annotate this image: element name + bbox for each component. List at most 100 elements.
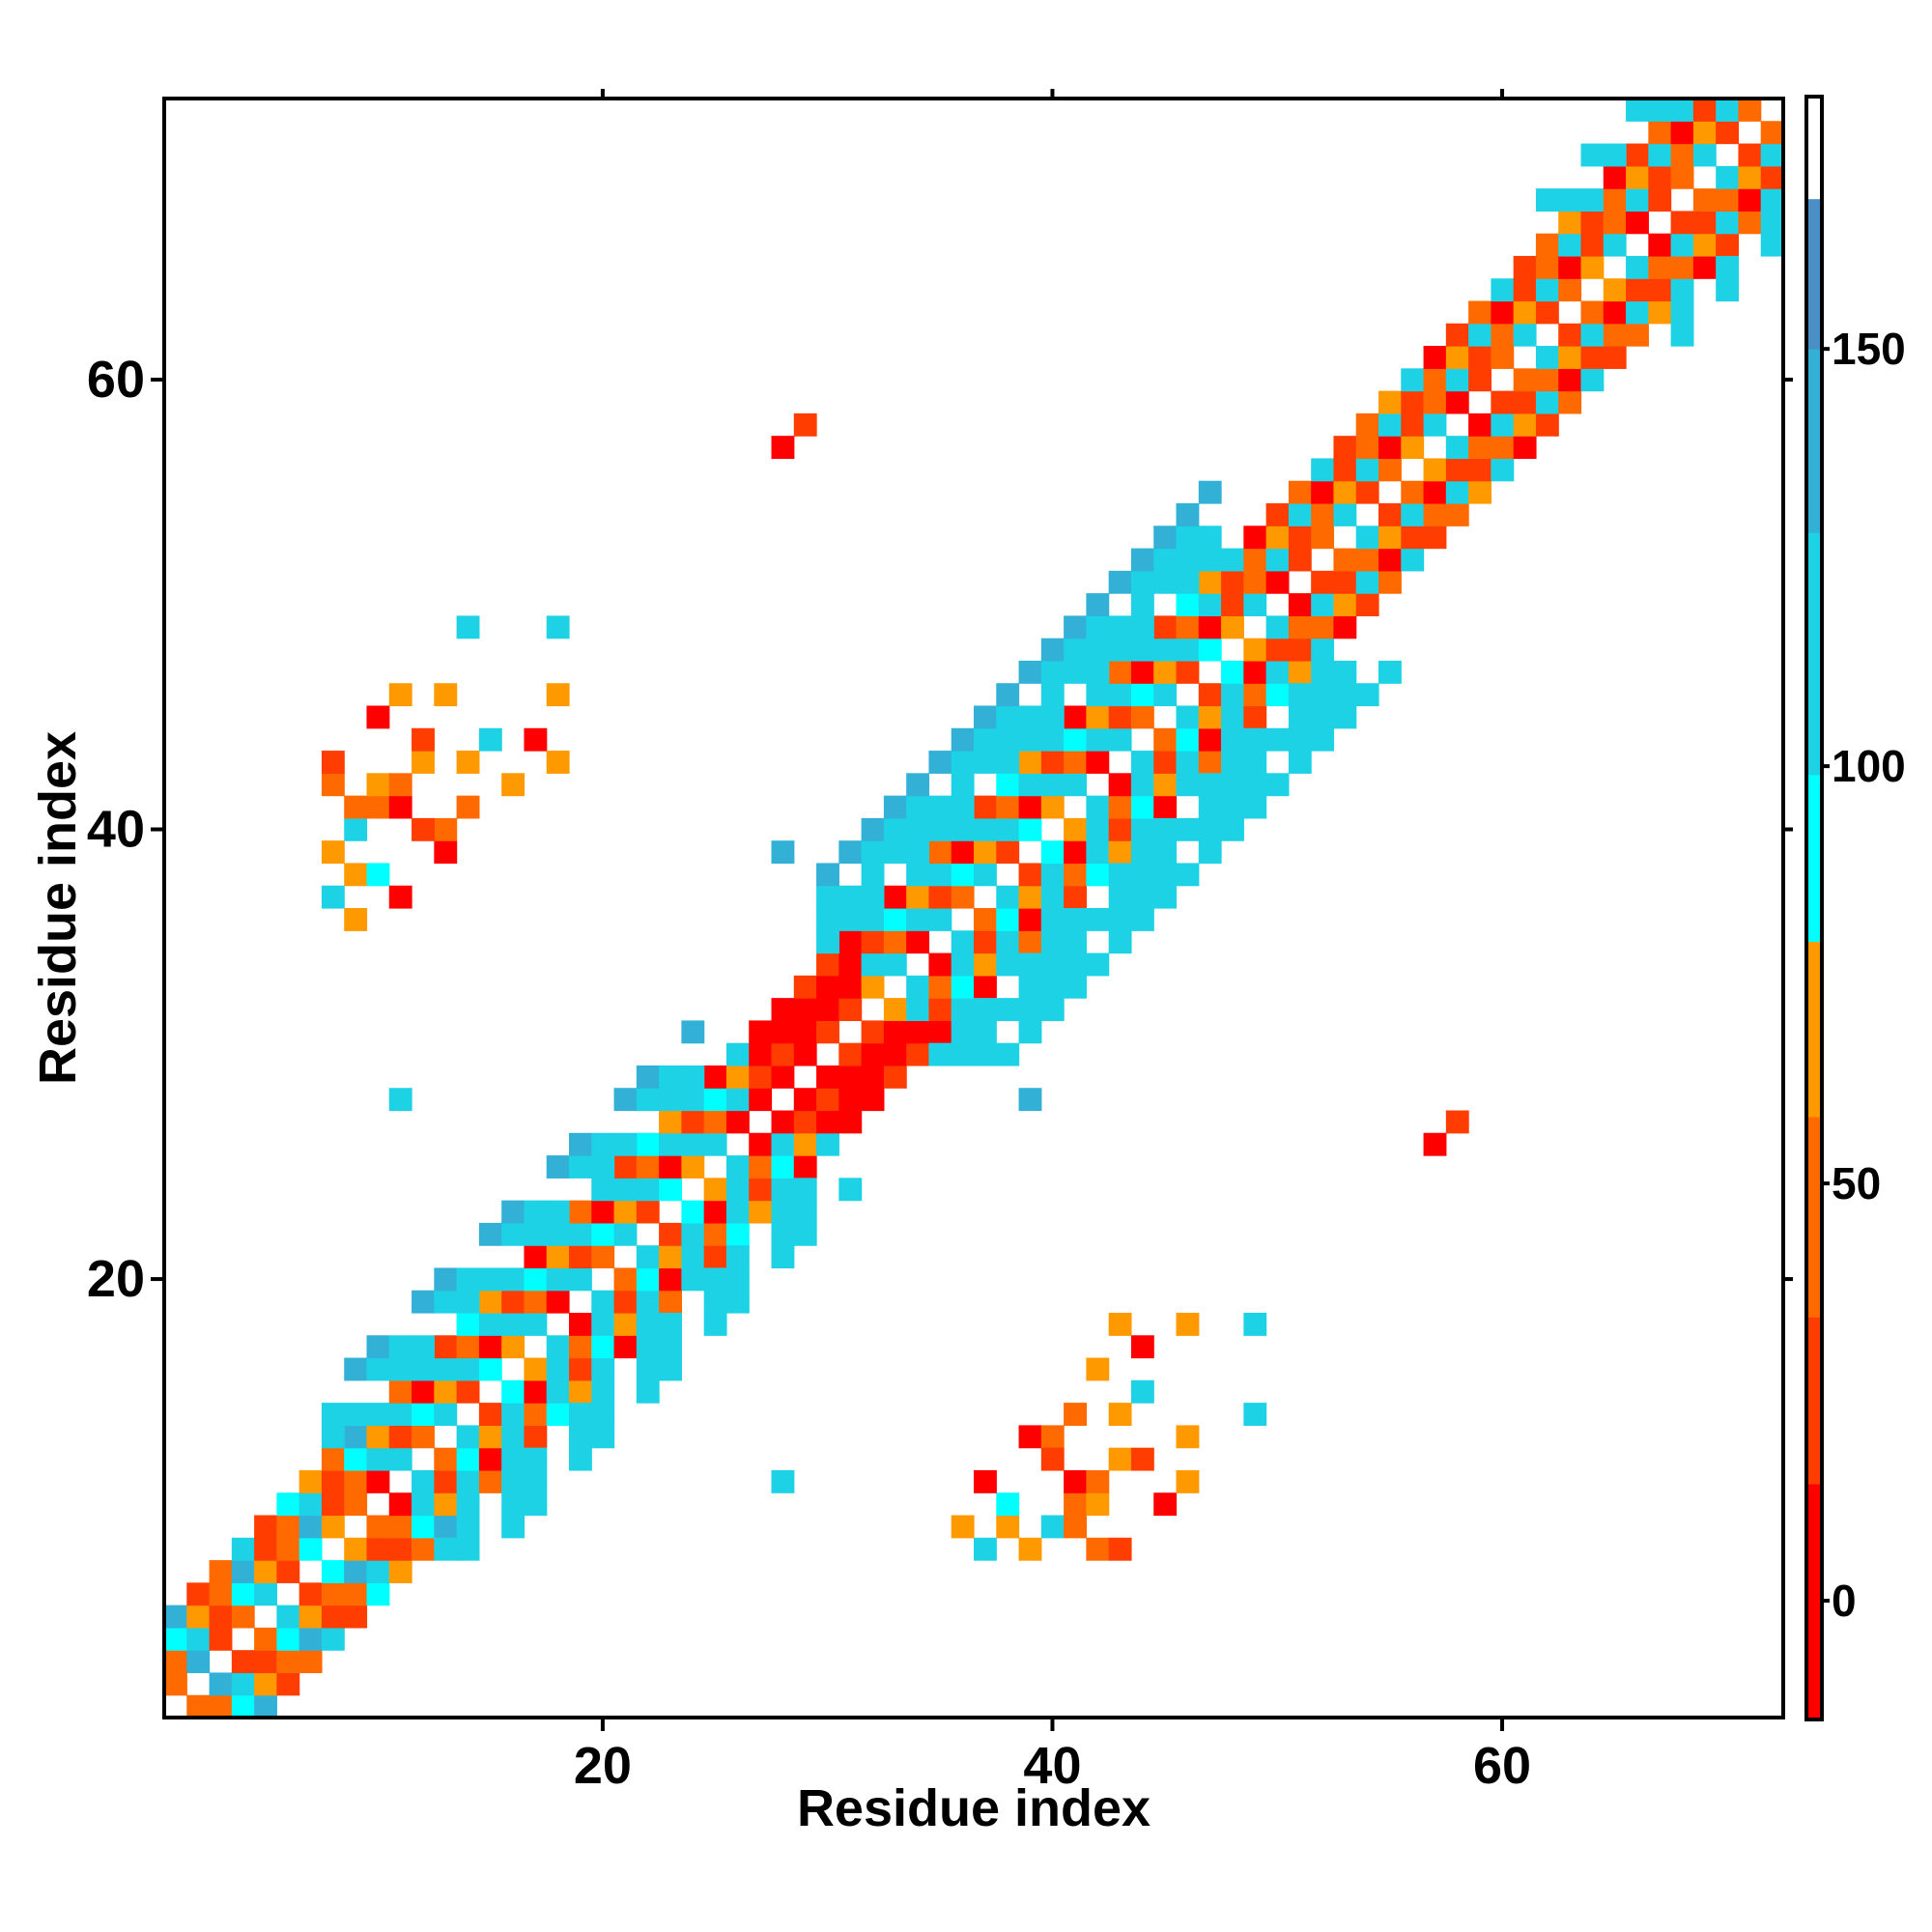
heatmap-cell [1423, 458, 1447, 482]
heatmap-cell [1153, 1492, 1178, 1517]
heatmap-cell [974, 751, 997, 774]
heatmap-cell [681, 1245, 705, 1269]
heatmap-cell [951, 975, 975, 999]
heatmap-cell [366, 1357, 390, 1381]
heatmap-cell [1513, 255, 1537, 279]
heatmap-cell [1311, 615, 1335, 639]
heatmap-cell [1692, 99, 1717, 122]
heatmap-cell [1445, 480, 1469, 504]
heatmap-cell [816, 885, 839, 909]
heatmap-cell [725, 1155, 750, 1179]
heatmap-cell [951, 751, 975, 774]
heatmap-cell [1064, 660, 1087, 684]
heatmap-cell [1558, 278, 1582, 302]
heatmap-cell [1086, 727, 1110, 752]
heatmap-cell [1018, 930, 1042, 954]
plot-frame [162, 97, 1785, 1719]
heatmap-cell [569, 1403, 592, 1426]
heatmap-cell [861, 885, 885, 909]
heatmap-cell [1716, 188, 1740, 212]
heatmap-cell [883, 998, 907, 1021]
heatmap-cell [412, 817, 435, 841]
heatmap-cell [793, 1155, 817, 1179]
heatmap-cell [546, 615, 570, 639]
heatmap-cell [478, 1222, 502, 1246]
heatmap-cell [861, 1065, 885, 1089]
heatmap-cell [1198, 548, 1222, 572]
heatmap-cell [456, 1335, 480, 1359]
heatmap-cell [1311, 660, 1335, 684]
heatmap-cell [771, 1469, 795, 1493]
heatmap-cell [1108, 908, 1132, 931]
heatmap-cell [569, 1132, 592, 1156]
heatmap-cell [412, 1425, 435, 1449]
heatmap-cell [456, 795, 480, 819]
heatmap-cell [366, 795, 390, 819]
heatmap-cell [1130, 705, 1154, 729]
heatmap-cell [1626, 278, 1649, 302]
heatmap-cell [1491, 390, 1515, 414]
heatmap-cell [1064, 751, 1087, 774]
heatmap-cell [1064, 615, 1087, 639]
colorbar-segment [1808, 1484, 1820, 1719]
heatmap-cell [569, 1379, 592, 1404]
heatmap-cell [501, 1425, 526, 1449]
heatmap-cell [1513, 368, 1537, 392]
heatmap-cell [591, 1155, 615, 1179]
heatmap-cell [1535, 188, 1559, 212]
heatmap-cell [366, 1560, 390, 1583]
heatmap-cell [501, 1492, 526, 1517]
heatmap-cell [636, 1357, 660, 1381]
heatmap-cell [838, 840, 863, 865]
heatmap-cell [412, 1537, 435, 1561]
heatmap-cell [1311, 705, 1335, 729]
heatmap-cell [861, 975, 885, 999]
heatmap-cell [1603, 211, 1627, 235]
heatmap-cell [1018, 1088, 1042, 1112]
heatmap-cell [1064, 1515, 1087, 1539]
heatmap-cell [456, 1447, 480, 1471]
heatmap-cell [546, 1245, 570, 1269]
heatmap-cell [1108, 1403, 1132, 1426]
heatmap-cell [501, 1447, 526, 1471]
heatmap-cell [1086, 593, 1110, 616]
heatmap-cell [681, 1267, 705, 1292]
heatmap-cell [1243, 638, 1267, 662]
heatmap-cell [861, 1088, 885, 1112]
heatmap-cell [546, 1403, 570, 1426]
heatmap-cell [1626, 99, 1649, 122]
heatmap-cell [412, 1379, 435, 1404]
heatmap-cell [1580, 255, 1605, 279]
heatmap-cell [725, 1065, 750, 1089]
heatmap-cell [883, 795, 907, 819]
heatmap-cell [321, 1605, 345, 1629]
heatmap-cell [1018, 998, 1042, 1021]
heatmap-cell [1040, 705, 1065, 729]
heatmap-cell [1468, 458, 1492, 482]
heatmap-cell [321, 840, 345, 865]
heatmap-cell [569, 1335, 592, 1359]
heatmap-cell [388, 1379, 412, 1404]
heatmap-cell [1445, 436, 1469, 460]
heatmap-cell [1760, 165, 1784, 189]
heatmap-cell [412, 1335, 435, 1359]
heatmap-cell [344, 795, 368, 819]
heatmap-cell [1333, 458, 1357, 482]
heatmap-cell [1243, 660, 1267, 684]
heatmap-cell [1221, 660, 1244, 684]
heatmap-cell [1311, 570, 1335, 594]
heatmap-cell [254, 1627, 277, 1651]
heatmap-cell [1153, 840, 1178, 865]
heatmap-cell [1670, 165, 1694, 189]
heatmap-cell [524, 1357, 548, 1381]
heatmap-cell [478, 727, 502, 752]
heatmap-cell [636, 1155, 660, 1179]
heatmap-cell [298, 1627, 323, 1651]
x-tick-label: 40 [1023, 1737, 1081, 1795]
heatmap-cell [1221, 817, 1244, 841]
heatmap-cell [1086, 795, 1110, 819]
colorbar-segment [1808, 1317, 1820, 1485]
heatmap-cell [1108, 930, 1132, 954]
heatmap-cell [1468, 323, 1492, 347]
heatmap-cell [636, 1132, 660, 1156]
